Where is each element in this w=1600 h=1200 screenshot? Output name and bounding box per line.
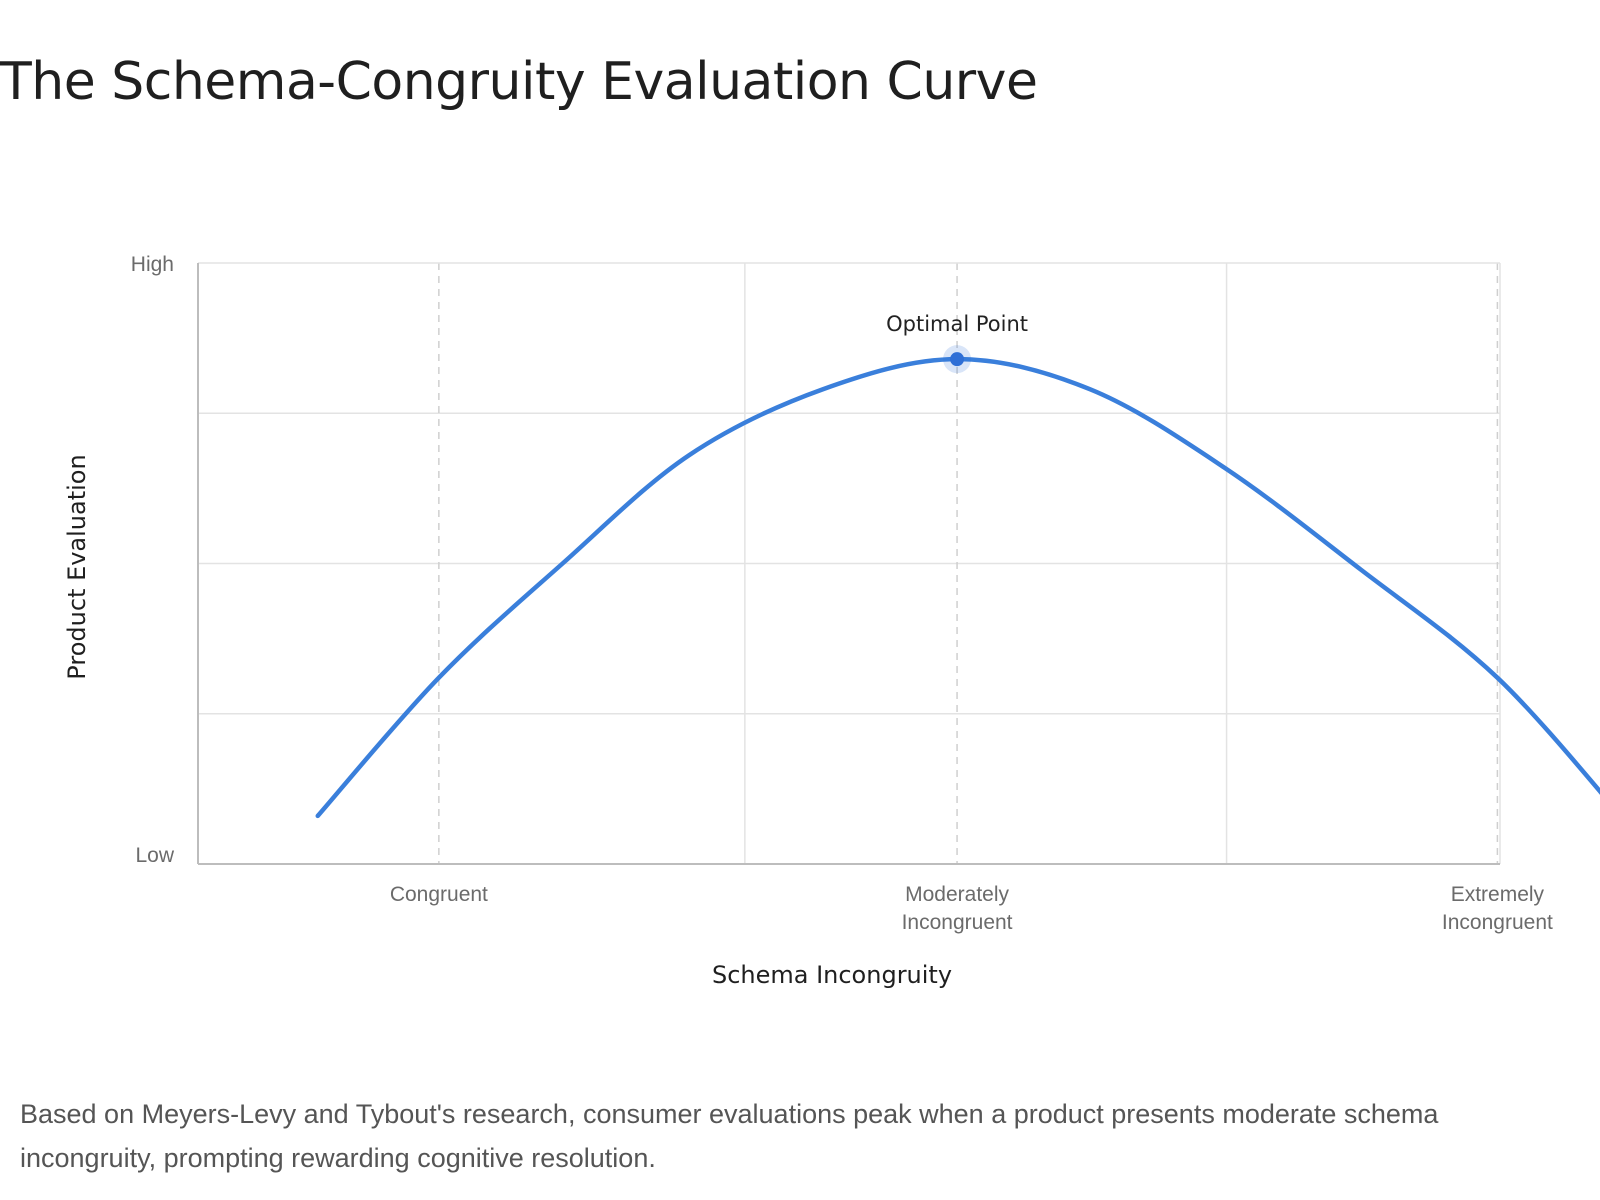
annotation-layer: Optimal Point — [886, 312, 1028, 374]
x-tick-label-1: Moderately Incongruent — [902, 883, 1013, 934]
chart-title: The Schema-Congruity Evaluation Curve — [0, 52, 1038, 112]
y-axis-title: Product Evaluation — [63, 454, 91, 679]
y-tick-label-low: Low — [135, 844, 174, 867]
optimal-point-marker — [950, 352, 965, 367]
chart: Optimal Point Congruent Moderately Incongr… — [63, 253, 1600, 989]
caption: Based on Meyers-Levy and Tybout's resear… — [20, 1099, 1439, 1173]
optimal-point-label: Optimal Point — [886, 312, 1028, 336]
series-line-0 — [315, 356, 1600, 819]
tick-labels: Congruent Moderately Incongruent Extremely I… — [131, 253, 1553, 934]
y-tick-label-high: High — [131, 253, 174, 276]
series-layer — [315, 356, 1600, 819]
reference-lines — [438, 263, 1499, 864]
grid — [198, 263, 1500, 864]
axes — [197, 262, 1501, 865]
x-tick-label-2: Extremely Incongruent — [1442, 883, 1553, 934]
x-axis-title: Schema Incongruity — [712, 961, 952, 989]
x-tick-label-0: Congruent — [390, 883, 488, 906]
